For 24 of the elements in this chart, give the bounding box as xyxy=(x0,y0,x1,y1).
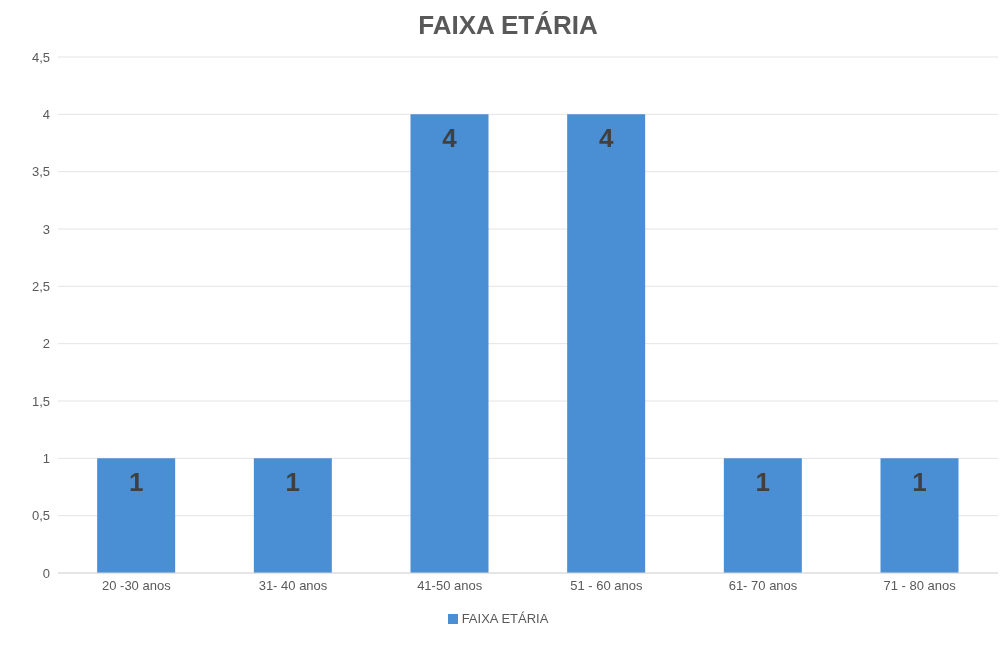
y-tick-label: 2,5 xyxy=(31,278,50,294)
y-tick-label: 3 xyxy=(42,221,50,237)
y-tick-label: 0 xyxy=(42,565,50,581)
chart-title: FAIXA ETÁRIA xyxy=(417,10,599,41)
legend-label: FAIXA ETÁRIA xyxy=(461,611,549,626)
x-tick-label: 71 - 80 anos xyxy=(883,578,957,594)
data-label: 4 xyxy=(442,122,458,153)
y-tick-label: 4,5 xyxy=(31,49,50,65)
y-tick-label: 4 xyxy=(42,106,50,122)
x-tick-label: 51 - 60 anos xyxy=(570,578,643,594)
y-tick-label: 1,5 xyxy=(31,393,50,409)
y-tick-label: 3,5 xyxy=(31,164,50,180)
y-tick-label: 2 xyxy=(42,336,50,352)
x-tick-label: 41-50 anos xyxy=(417,578,483,594)
data-label: 1 xyxy=(128,466,144,497)
x-tick-label: 31- 40 anos xyxy=(258,578,328,594)
x-tick-label: 20 -30 anos xyxy=(102,578,172,594)
data-label: 1 xyxy=(912,466,927,497)
y-tick-label: 0,5 xyxy=(31,508,50,524)
y-tick-label: 1 xyxy=(42,450,50,466)
data-label: 1 xyxy=(285,466,301,497)
data-label: 4 xyxy=(598,122,614,153)
x-tick-label: 61- 70 anos xyxy=(728,578,798,594)
data-label: 1 xyxy=(755,466,771,497)
